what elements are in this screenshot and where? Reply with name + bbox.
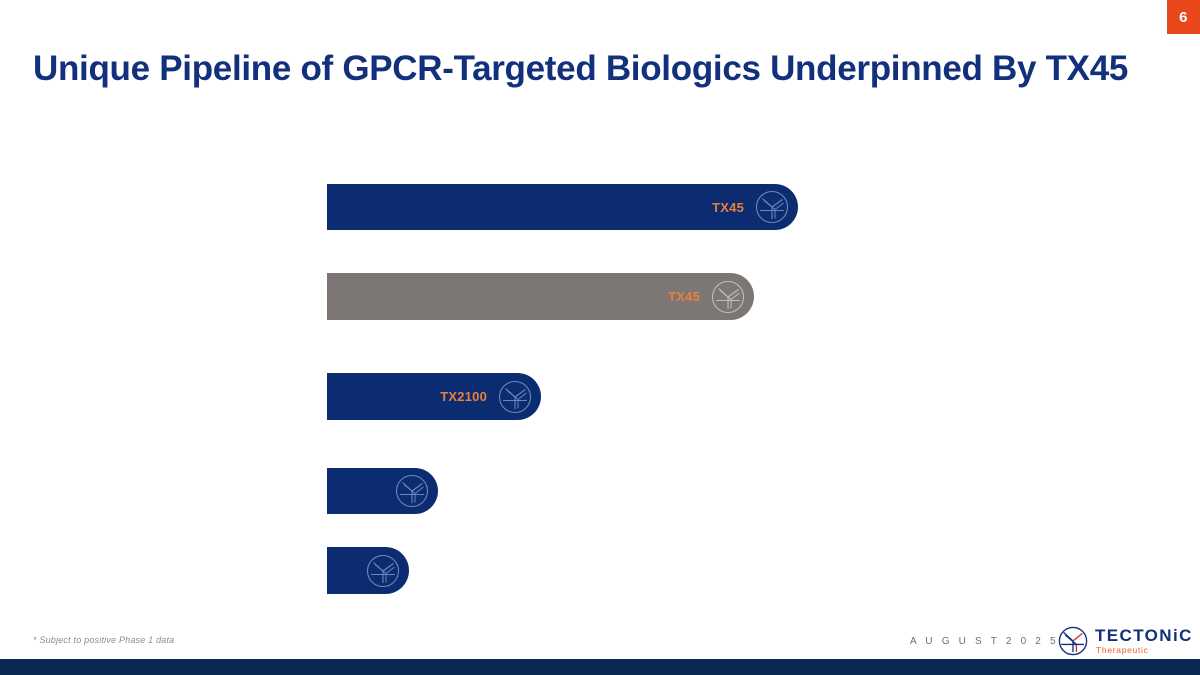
footnote-text: * Subject to positive Phase 1 data [33, 635, 175, 645]
gpcr-receptor-icon [755, 190, 789, 224]
pipeline-bar[interactable]: TX45 [327, 184, 798, 230]
gpcr-receptor-icon [395, 474, 429, 508]
pipeline-bar[interactable]: TX45 [327, 273, 754, 320]
logo-wordmark: TECTONiC Therapeutic [1095, 627, 1193, 655]
pipeline-bar[interactable]: TX2100 [327, 373, 541, 420]
page-title: Unique Pipeline of GPCR-Targeted Biologi… [33, 49, 1129, 89]
pipeline-bar-label: TX45 [668, 289, 700, 304]
logo-company-name: TECTONiC [1095, 626, 1193, 646]
gpcr-receptor-icon [366, 554, 400, 587]
logo-tagline: Therapeutic [1096, 645, 1149, 656]
pipeline-bar-label: TX45 [712, 199, 744, 215]
pipeline-bar[interactable] [327, 468, 438, 514]
bottom-accent-strip [0, 659, 1200, 675]
page-number-badge: 6 [1167, 0, 1200, 34]
pipeline-bar-label: TX2100 [440, 389, 487, 404]
tectonic-logo-icon [1058, 626, 1088, 656]
date-stamp: A U G U S T 2 0 2 5 [910, 636, 1059, 647]
gpcr-receptor-icon [711, 280, 745, 313]
gpcr-receptor-icon [498, 380, 532, 413]
company-logo: TECTONiC Therapeutic [1056, 622, 1191, 660]
pipeline-bar[interactable] [327, 547, 409, 594]
